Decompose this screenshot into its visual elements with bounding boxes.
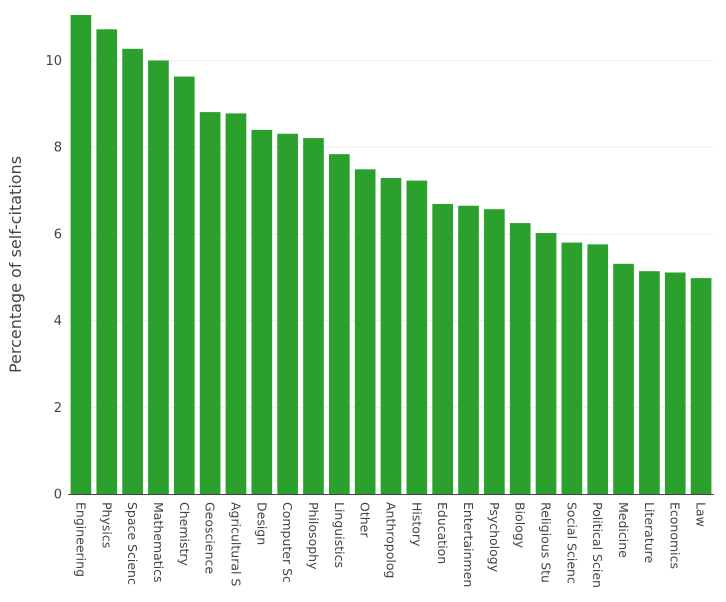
y-axis-label: Percentage of self-citations bbox=[6, 156, 25, 373]
x-tick-label: Design bbox=[254, 502, 269, 545]
y-tick-label: 2 bbox=[54, 401, 62, 416]
x-tick-label: Psychology bbox=[487, 502, 502, 573]
x-tick-label: Engineering bbox=[73, 502, 88, 577]
x-tick-label: Linguistics bbox=[332, 502, 347, 568]
x-tick-label: Agricultural S bbox=[228, 502, 243, 586]
x-tick-label: Education bbox=[435, 502, 450, 564]
bar bbox=[96, 29, 118, 494]
bar bbox=[587, 244, 609, 494]
bar bbox=[458, 205, 479, 494]
x-tick-label: Entertainmen bbox=[461, 502, 476, 587]
x-tick-label: Political Scien bbox=[590, 502, 605, 588]
x-tick-label: Literature bbox=[642, 502, 657, 564]
x-tick-label: Medicine bbox=[616, 502, 631, 558]
bar bbox=[613, 263, 634, 494]
bar bbox=[664, 272, 686, 494]
bar bbox=[509, 223, 531, 495]
x-tick-label: Economics bbox=[668, 502, 683, 569]
y-tick-label: 10 bbox=[45, 54, 62, 69]
x-tick-label: Physics bbox=[99, 502, 114, 548]
x-tick-label: Computer Sc bbox=[280, 502, 295, 583]
bar bbox=[251, 129, 273, 495]
y-tick-labels: 0 2 4 6 8 10 bbox=[45, 54, 62, 502]
bar bbox=[328, 154, 350, 494]
x-tick-label: Chemistry bbox=[177, 502, 192, 567]
y-tick-label: 0 bbox=[54, 488, 62, 503]
bar bbox=[277, 133, 298, 494]
bar bbox=[535, 233, 557, 494]
x-tick-label: Law bbox=[694, 502, 709, 527]
bar bbox=[380, 177, 402, 494]
y-tick-label: 8 bbox=[54, 141, 62, 156]
x-tick-labels: Engineering Physics Space Scienc Mathematic… bbox=[73, 502, 708, 588]
x-tick-label: Social Scienc bbox=[564, 502, 579, 584]
x-tick-label: Philosophy bbox=[306, 502, 321, 570]
x-tick-label: Religious Stu bbox=[539, 502, 554, 583]
bar bbox=[484, 209, 505, 494]
bar bbox=[225, 113, 247, 494]
bars bbox=[70, 15, 712, 495]
x-tick-label: Geoscience bbox=[203, 502, 218, 574]
bar bbox=[432, 203, 454, 495]
bar bbox=[639, 271, 660, 494]
x-tick-label: Mathematics bbox=[151, 502, 166, 583]
x-tick-label: Other bbox=[358, 502, 373, 538]
bar bbox=[148, 60, 169, 494]
x-tick-label: Space Scienc bbox=[125, 502, 140, 585]
bar bbox=[199, 112, 221, 494]
x-tick-label: History bbox=[409, 502, 424, 547]
bar bbox=[173, 76, 195, 494]
x-tick-label: Biology bbox=[513, 502, 528, 549]
bar bbox=[354, 169, 376, 494]
x-tick-label: Anthropolog bbox=[384, 502, 399, 578]
bar bbox=[70, 15, 92, 494]
bar bbox=[690, 278, 712, 494]
bar bbox=[561, 242, 583, 494]
bar bbox=[303, 138, 324, 494]
bar bbox=[406, 180, 428, 495]
bar bbox=[122, 48, 143, 494]
y-tick-label: 4 bbox=[54, 314, 62, 329]
y-tick-label: 6 bbox=[54, 227, 62, 242]
